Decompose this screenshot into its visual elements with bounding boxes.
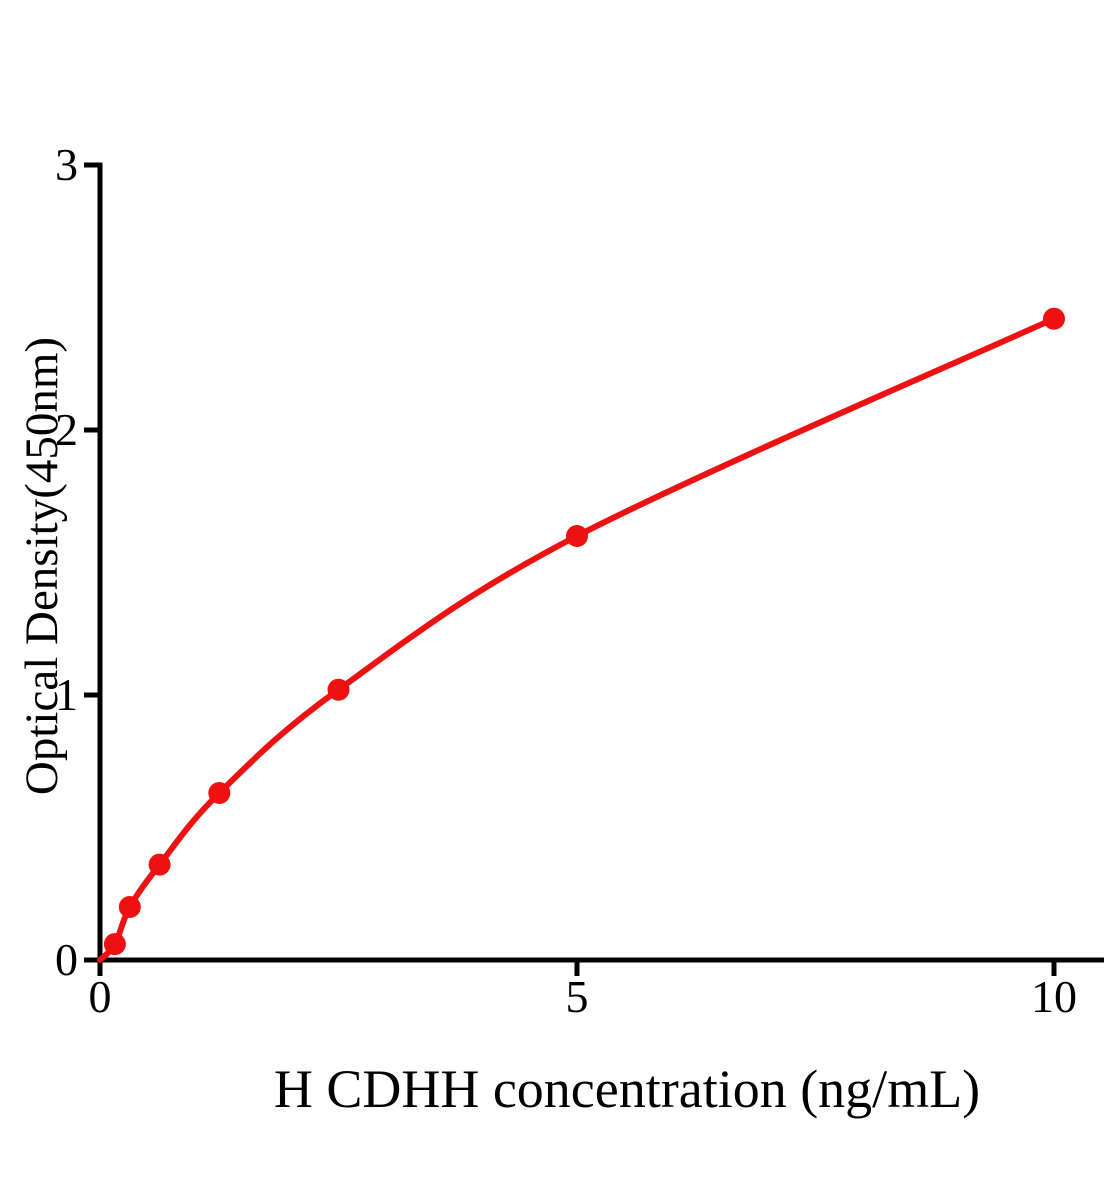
y-tick-label: 3 <box>55 139 78 190</box>
standard-curve-line <box>97 315 1057 963</box>
data-point-marker <box>118 896 141 918</box>
x-tick-label: 5 <box>566 971 589 1022</box>
axes: 0 1 2 3 0 5 10 <box>55 139 1104 1022</box>
y-tick-label: 2 <box>55 404 78 455</box>
data-point-marker <box>1043 307 1065 330</box>
data-point-marker <box>148 853 171 876</box>
y-tick-label: 1 <box>55 669 78 720</box>
data-point-marker <box>208 782 231 804</box>
y-axis-title: Optical Density(450nm) <box>16 336 68 796</box>
x-tick-label: 10 <box>1031 971 1077 1022</box>
data-point-marker <box>566 525 588 547</box>
data-point-marker <box>103 933 126 956</box>
x-tick-label: 0 <box>89 971 112 1022</box>
data-points <box>103 307 1065 956</box>
y-tick-label: 0 <box>55 934 78 985</box>
x-axis-title: H CDHH concentration (ng/mL) <box>273 1059 981 1119</box>
data-point-marker <box>327 678 350 701</box>
